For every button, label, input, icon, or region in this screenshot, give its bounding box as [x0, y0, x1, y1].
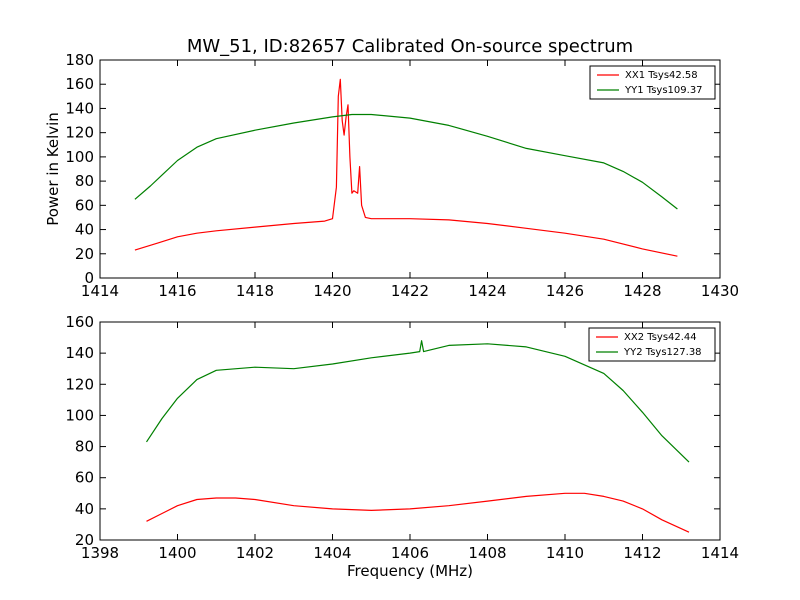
y-tick-label: 20 — [75, 245, 94, 263]
legend-label-xx1: XX1 Tsys42.58 — [625, 70, 698, 81]
x-tick-label: 1422 — [391, 282, 429, 300]
y-tick-label: 180 — [65, 51, 94, 69]
chart-title: MW_51, ID:82657 Calibrated On-source spe… — [187, 36, 633, 57]
x-tick-label: 1428 — [623, 282, 661, 300]
y-tick-label: 100 — [65, 148, 94, 166]
legend-box — [588, 327, 716, 362]
legend-label-yy2: YY2 Tsys127.38 — [623, 347, 702, 358]
series-line-top-1 — [134, 78, 678, 257]
y-tick-label: 60 — [75, 469, 94, 487]
x-tick-label: 1416 — [158, 282, 196, 300]
y-tick-label: 160 — [65, 75, 94, 93]
x-tick-label: 1404 — [313, 544, 351, 562]
y-tick-label: 100 — [65, 406, 94, 424]
y-tick-label: 120 — [65, 375, 94, 393]
x-tick-label: 1398 — [81, 544, 119, 562]
series-line-bottom-2 — [145, 340, 690, 463]
series-line-bottom-1 — [146, 492, 690, 533]
x-tick-label: 1402 — [236, 544, 274, 562]
chart-top-lines — [134, 78, 678, 257]
y-tick-label: 0 — [84, 269, 94, 287]
x-tick-label: 1410 — [546, 544, 584, 562]
chart-top: MW_51, ID:82657 Calibrated On-source spe… — [44, 36, 739, 300]
legend-label-xx2: XX2 Tsys42.44 — [624, 332, 697, 343]
x-tick-label: 1414 — [81, 282, 119, 300]
x-tick-label: 1430 — [701, 282, 739, 300]
y-tick-label: 120 — [65, 124, 94, 142]
y-tick-label: 80 — [75, 172, 94, 190]
chart-bottom-yticks: 20 40 60 80 100 120 140 160 — [65, 313, 720, 549]
chart-bottom: 1398 1400 1402 1404 1406 1408 1410 1412 1414 20 4… — [65, 313, 739, 580]
x-tick-label: 1408 — [468, 544, 506, 562]
y-tick-label: 40 — [75, 221, 94, 239]
x-tick-label: 1426 — [546, 282, 584, 300]
x-tick-label: 1412 — [623, 544, 661, 562]
x-tick-label: 1420 — [313, 282, 351, 300]
chart-top-yticks: 0 20 40 60 80 100 120 140 160 180 — [65, 51, 720, 287]
legend-top: XX1 Tsys42.58 YY1 Tsys109.37 — [589, 65, 716, 100]
y-tick-label: 80 — [75, 438, 94, 456]
y-tick-label: 140 — [65, 99, 94, 117]
x-tick-label: 1418 — [236, 282, 274, 300]
series-line-top-2 — [134, 113, 678, 210]
y-tick-label: 60 — [75, 196, 94, 214]
x-axis-label: Frequency (MHz) — [347, 562, 473, 580]
x-tick-label: 1424 — [468, 282, 506, 300]
x-tick-label: 1414 — [701, 544, 739, 562]
legend-label-yy1: YY1 Tsys109.37 — [624, 85, 703, 96]
chart-top-xticks: 1414 1416 1418 1420 1422 1424 1426 1428 1430 — [81, 60, 739, 300]
y-axis-label: Power in Kelvin — [44, 112, 62, 226]
x-tick-label: 1406 — [391, 544, 429, 562]
y-tick-label: 40 — [75, 500, 94, 518]
chart-bottom-xticks: 1398 1400 1402 1404 1406 1408 1410 1412 1414 — [81, 322, 739, 562]
legend-bottom: XX2 Tsys42.44 YY2 Tsys127.38 — [588, 327, 716, 362]
y-tick-label: 140 — [65, 344, 94, 362]
y-tick-label: 160 — [65, 313, 94, 331]
legend-box — [589, 65, 716, 100]
y-tick-label: 20 — [75, 531, 94, 549]
chart-bottom-lines — [145, 340, 690, 533]
x-tick-label: 1400 — [158, 544, 196, 562]
